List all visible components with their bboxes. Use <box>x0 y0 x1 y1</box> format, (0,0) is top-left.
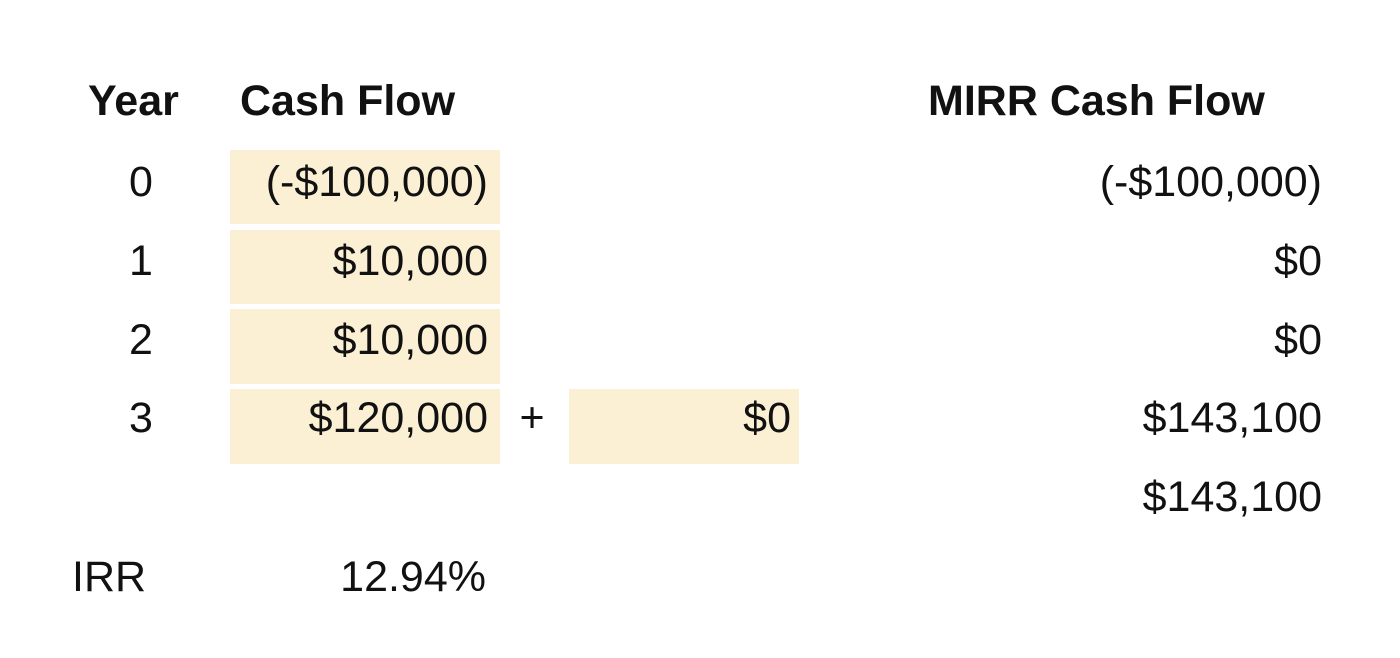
cash-flow-cell-year-2 <box>230 309 500 384</box>
plus-operator: + <box>519 394 545 442</box>
year-1: 1 <box>129 237 153 285</box>
mirr-cash-flow-total: $143,100 <box>1142 473 1322 521</box>
cash-flow-year-1: $10,000 <box>332 237 488 285</box>
year-0: 0 <box>129 158 153 206</box>
reinvestment-cell <box>569 389 799 464</box>
cash-flow-cell-year-3 <box>230 389 500 464</box>
mirr-cash-flow-header: MIRR Cash Flow <box>928 77 1265 125</box>
cash-flow-cell-year-0 <box>230 150 500 224</box>
mirr-cash-flow-year-1: $0 <box>1274 237 1322 285</box>
cash-flow-year-3: $120,000 <box>308 394 488 442</box>
irr-label: IRR <box>72 553 147 601</box>
year-2: 2 <box>129 316 153 364</box>
mirr-cash-flow-year-2: $0 <box>1274 316 1322 364</box>
mirr-cash-flow-year-3: $143,100 <box>1142 394 1322 442</box>
cash-flow-header: Cash Flow <box>240 77 456 125</box>
cash-flow-year-2: $10,000 <box>332 316 488 364</box>
irr-value: 12.94% <box>340 553 486 601</box>
reinvestment-value: $0 <box>743 394 791 442</box>
year-3: 3 <box>129 394 153 442</box>
cash-flow-year-0: (-$100,000) <box>265 158 488 206</box>
cash-flow-cell-year-1 <box>230 230 500 304</box>
mirr-cash-flow-year-0: (-$100,000) <box>1099 158 1322 206</box>
year-header: Year <box>88 77 179 125</box>
